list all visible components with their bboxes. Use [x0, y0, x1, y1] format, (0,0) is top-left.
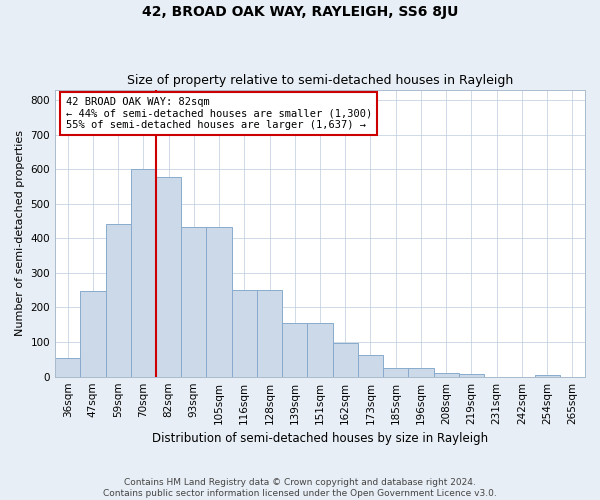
- Y-axis label: Number of semi-detached properties: Number of semi-detached properties: [15, 130, 25, 336]
- Bar: [307, 323, 332, 376]
- Bar: [181, 227, 206, 376]
- Bar: [409, 368, 434, 376]
- Bar: [232, 290, 257, 376]
- Bar: [80, 291, 106, 376]
- Bar: [106, 224, 131, 376]
- Text: 42, BROAD OAK WAY, RAYLEIGH, SS6 8JU: 42, BROAD OAK WAY, RAYLEIGH, SS6 8JU: [142, 5, 458, 19]
- Bar: [55, 358, 80, 376]
- Bar: [535, 375, 560, 376]
- Bar: [358, 355, 383, 376]
- X-axis label: Distribution of semi-detached houses by size in Rayleigh: Distribution of semi-detached houses by …: [152, 432, 488, 445]
- Bar: [332, 343, 358, 376]
- Title: Size of property relative to semi-detached houses in Rayleigh: Size of property relative to semi-detach…: [127, 74, 513, 87]
- Bar: [206, 227, 232, 376]
- Bar: [459, 374, 484, 376]
- Bar: [156, 176, 181, 376]
- Bar: [131, 169, 156, 376]
- Bar: [282, 323, 307, 376]
- Text: 42 BROAD OAK WAY: 82sqm
← 44% of semi-detached houses are smaller (1,300)
55% of: 42 BROAD OAK WAY: 82sqm ← 44% of semi-de…: [65, 96, 372, 130]
- Bar: [257, 290, 282, 376]
- Text: Contains HM Land Registry data © Crown copyright and database right 2024.
Contai: Contains HM Land Registry data © Crown c…: [103, 478, 497, 498]
- Bar: [434, 373, 459, 376]
- Bar: [383, 368, 409, 376]
